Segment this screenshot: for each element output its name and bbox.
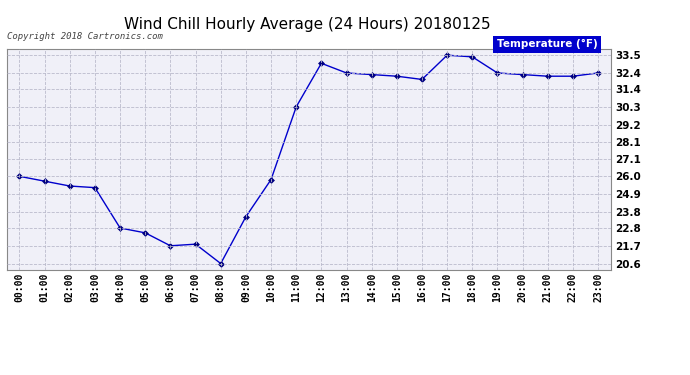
Text: Wind Chill Hourly Average (24 Hours) 20180125: Wind Chill Hourly Average (24 Hours) 201…: [124, 17, 491, 32]
Text: Copyright 2018 Cartronics.com: Copyright 2018 Cartronics.com: [7, 32, 163, 41]
Text: Temperature (°F): Temperature (°F): [497, 39, 598, 50]
